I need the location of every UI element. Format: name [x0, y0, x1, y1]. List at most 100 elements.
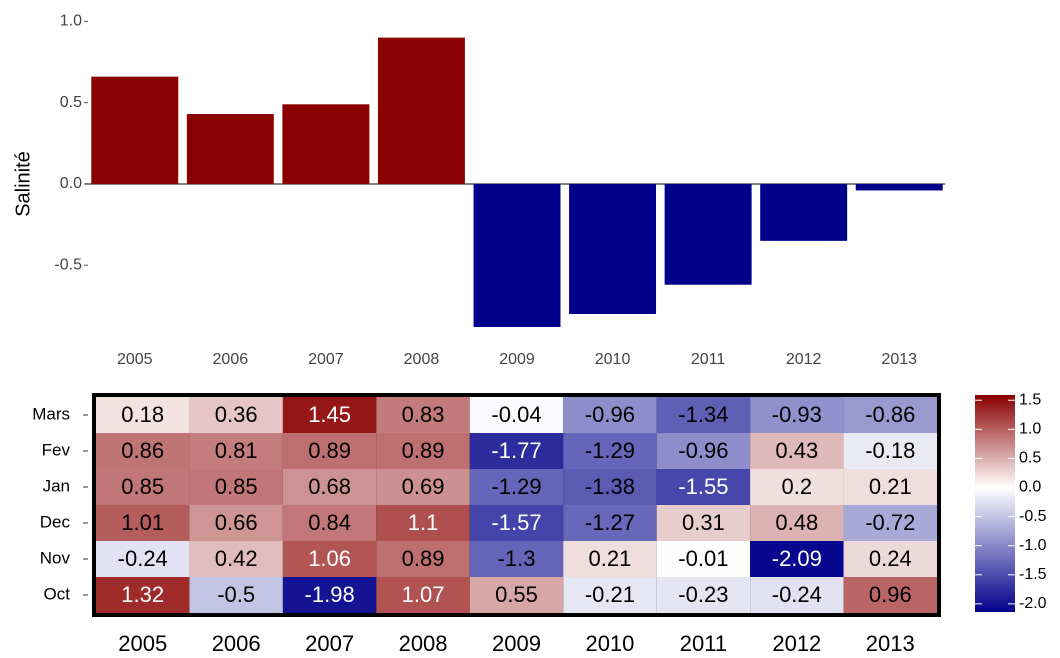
- heatmap-cell: [189, 577, 283, 613]
- cell-label: 0.21: [589, 546, 632, 571]
- heatmap-cell: [563, 541, 657, 577]
- cell-label: -0.96: [585, 402, 635, 427]
- heatmap-cell: [469, 577, 564, 613]
- heatmap-cell: [96, 469, 190, 505]
- x-tick-label: 2013: [866, 631, 915, 656]
- x-tick-label: 2010: [595, 351, 631, 368]
- heatmap-cell: [843, 433, 937, 469]
- heatmap-cell: [656, 433, 751, 469]
- colorbar-label: -1.5: [1019, 566, 1047, 583]
- x-tick-label: 2007: [305, 631, 354, 656]
- cell-label: -1.38: [585, 474, 635, 499]
- heatmap-cell: [96, 505, 190, 541]
- cell-label: -0.18: [865, 438, 915, 463]
- colorbar: [975, 395, 1015, 612]
- y-tick-label: Fev: [42, 440, 71, 459]
- cell-label: 0.31: [682, 510, 725, 535]
- heatmap-cell: [189, 433, 283, 469]
- y-tick-label: 0.5: [60, 94, 82, 111]
- cell-label: 1.07: [402, 582, 445, 607]
- colorbar-label: 1.5: [1019, 391, 1041, 408]
- x-tick-label: 2006: [212, 631, 261, 656]
- cell-label: 0.68: [308, 474, 351, 499]
- cell-label: -1.34: [678, 402, 728, 427]
- heatmap-cell: [282, 505, 377, 541]
- cell-label: -0.24: [772, 582, 822, 607]
- bar: [91, 76, 179, 184]
- x-tick-label: 2010: [585, 631, 634, 656]
- heatmap-cell: [656, 505, 751, 541]
- cell-label: 0.69: [402, 474, 445, 499]
- x-tick-label: 2006: [213, 351, 249, 368]
- cell-label: -1.77: [491, 438, 541, 463]
- heatmap-cell: [656, 541, 751, 577]
- heatmap-cell: [656, 469, 751, 505]
- cell-label: -1.29: [491, 474, 541, 499]
- heatmap-cell: [469, 433, 564, 469]
- colorbar-label: -2.0: [1019, 595, 1047, 612]
- heatmap-cell: [656, 397, 751, 433]
- heatmap-cell: [376, 433, 470, 469]
- heatmap-cell: [189, 541, 283, 577]
- y-tick-label: Oct: [44, 584, 71, 603]
- heatmap-cell: [750, 505, 844, 541]
- heatmap-cell: [282, 541, 377, 577]
- heatmap-cell: [563, 469, 657, 505]
- colorbar-label: -0.5: [1019, 508, 1047, 525]
- heatmap-cell: [96, 433, 190, 469]
- cell-label: 1.45: [308, 402, 351, 427]
- bar: [664, 183, 752, 285]
- bar: [282, 104, 370, 184]
- y-tick-label: Nov: [40, 548, 71, 567]
- heatmap-cell: [376, 577, 470, 613]
- x-tick-label: 2008: [399, 631, 448, 656]
- x-tick-label: 2009: [492, 631, 541, 656]
- cell-label: -0.86: [865, 402, 915, 427]
- cell-label: 0.86: [121, 438, 164, 463]
- cell-label: 0.89: [402, 546, 445, 571]
- x-tick-label: 2013: [881, 351, 917, 368]
- cell-label: 0.43: [775, 438, 818, 463]
- bar: [855, 183, 943, 191]
- cell-label: -1.29: [585, 438, 635, 463]
- heatmap-cell: [96, 577, 190, 613]
- bar: [569, 183, 657, 314]
- heatmap-cell: [189, 505, 283, 541]
- bar: [377, 37, 465, 184]
- heatmap-cell: [189, 469, 283, 505]
- colorbar-label: 0.5: [1019, 450, 1041, 467]
- cell-label: 0.55: [495, 582, 538, 607]
- cell-label: 0.85: [215, 474, 258, 499]
- heatmap-cell: [469, 541, 564, 577]
- heatmap-cell: [750, 397, 844, 433]
- x-tick-label: 2012: [786, 351, 822, 368]
- cell-label: -0.21: [585, 582, 635, 607]
- cell-label: -1.57: [491, 510, 541, 535]
- heatmap-cell: [96, 541, 190, 577]
- heatmap-cell: [843, 577, 937, 613]
- x-tick-label: 2011: [691, 351, 726, 368]
- heatmap-cell: [469, 505, 564, 541]
- cell-label: 0.66: [215, 510, 258, 535]
- cell-label: -1.3: [498, 546, 536, 571]
- heatmap-cell: [750, 577, 844, 613]
- bar: [760, 183, 848, 241]
- cell-label: -0.23: [678, 582, 728, 607]
- heatmap-cell: [282, 433, 377, 469]
- cell-label: 1.06: [308, 546, 351, 571]
- cell-label: 0.83: [402, 402, 445, 427]
- cell-label: 0.36: [215, 402, 258, 427]
- heatmap-cell: [563, 505, 657, 541]
- heatmap-cell: [843, 397, 937, 433]
- heatmap-cell: [750, 541, 844, 577]
- cell-label: -1.98: [305, 582, 355, 607]
- heatmap-cell: [282, 469, 377, 505]
- y-tick-label: -0.5: [54, 256, 82, 273]
- heatmap-cell: [563, 397, 657, 433]
- x-tick-label: 2009: [499, 351, 535, 368]
- bar: [186, 114, 274, 184]
- cell-label: 1.1: [408, 510, 439, 535]
- cell-label: 0.85: [121, 474, 164, 499]
- bar: [473, 183, 561, 327]
